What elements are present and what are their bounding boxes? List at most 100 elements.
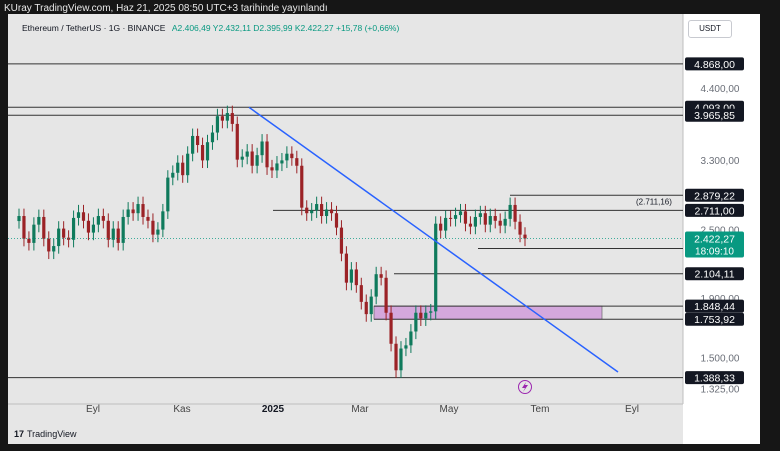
candle-body[interactable]	[275, 163, 279, 171]
candle-body[interactable]	[414, 312, 418, 332]
candle-body[interactable]	[76, 212, 81, 218]
candle-body[interactable]	[106, 220, 110, 240]
level-badge[interactable]	[685, 312, 744, 326]
candle-body[interactable]	[131, 209, 135, 214]
candle-body[interactable]	[111, 228, 115, 240]
candle-body[interactable]	[255, 155, 259, 166]
candle-body[interactable]	[121, 216, 125, 243]
candle-body[interactable]	[96, 216, 100, 225]
level-badge[interactable]	[685, 108, 744, 122]
level-badge[interactable]	[685, 188, 744, 202]
candle-body[interactable]	[523, 234, 527, 239]
candle-body[interactable]	[210, 132, 215, 143]
candle-body[interactable]	[409, 331, 413, 346]
candle-body[interactable]	[265, 141, 269, 168]
candle-body[interactable]	[27, 238, 31, 243]
candle-body[interactable]	[468, 223, 473, 227]
demand-zone[interactable]	[373, 305, 603, 320]
candle-body[interactable]	[116, 228, 120, 243]
candle-body[interactable]	[493, 216, 497, 221]
candle-body[interactable]	[349, 269, 353, 283]
candle-body[interactable]	[488, 216, 492, 225]
candle-body[interactable]	[225, 113, 229, 121]
candle-body[interactable]	[339, 227, 344, 254]
candle-body[interactable]	[126, 209, 130, 217]
candle-body[interactable]	[429, 311, 433, 313]
candle-body[interactable]	[260, 141, 264, 156]
candle-body[interactable]	[176, 162, 180, 173]
level-badge[interactable]	[685, 371, 744, 385]
candle-body[interactable]	[86, 220, 91, 233]
candle-body[interactable]	[101, 216, 105, 221]
candle-body[interactable]	[270, 167, 274, 171]
candle-body[interactable]	[334, 213, 339, 228]
candle-body[interactable]	[57, 228, 61, 247]
candle-body[interactable]	[444, 217, 448, 231]
candle-body[interactable]	[439, 223, 443, 231]
level-badge[interactable]	[685, 57, 744, 71]
candle-body[interactable]	[186, 153, 190, 176]
candle-body[interactable]	[320, 204, 324, 217]
candle-body[interactable]	[230, 113, 234, 124]
candle-body[interactable]	[369, 296, 373, 315]
chart-plot[interactable]: (2.711,16)4.400,003.300,002.500,001.900,…	[8, 14, 760, 444]
candle-body[interactable]	[240, 156, 244, 160]
candle-body[interactable]	[32, 224, 36, 243]
candle-body[interactable]	[300, 165, 304, 208]
candle-body[interactable]	[329, 209, 334, 214]
candle-body[interactable]	[389, 312, 393, 344]
level-badge[interactable]	[685, 203, 744, 217]
candle-body[interactable]	[463, 211, 468, 224]
candle-body[interactable]	[250, 151, 254, 166]
candle-body[interactable]	[81, 212, 86, 221]
candle-body[interactable]	[354, 269, 358, 286]
candle-body[interactable]	[394, 343, 398, 371]
candle-body[interactable]	[171, 172, 175, 178]
candle-body[interactable]	[483, 213, 487, 225]
candle-body[interactable]	[161, 211, 165, 230]
candle-body[interactable]	[215, 116, 220, 133]
candle-body[interactable]	[47, 238, 51, 252]
candle-body[interactable]	[245, 151, 249, 157]
candle-body[interactable]	[458, 211, 463, 216]
candle-body[interactable]	[503, 218, 507, 226]
level-badge[interactable]	[685, 267, 744, 281]
candle-body[interactable]	[235, 123, 239, 160]
candle-body[interactable]	[419, 312, 423, 319]
candle-body[interactable]	[404, 345, 408, 349]
candle-body[interactable]	[473, 216, 477, 227]
candle-body[interactable]	[384, 277, 388, 313]
candle-body[interactable]	[359, 285, 363, 302]
candle-body[interactable]	[448, 217, 453, 219]
candle-body[interactable]	[344, 253, 349, 283]
candle-body[interactable]	[37, 216, 41, 225]
candle-body[interactable]	[379, 274, 383, 278]
candle-body[interactable]	[453, 215, 458, 219]
candle-body[interactable]	[205, 142, 210, 161]
level-badge[interactable]	[685, 299, 744, 313]
candle-body[interactable]	[141, 204, 145, 217]
candle-body[interactable]	[17, 216, 21, 222]
candle-body[interactable]	[399, 348, 403, 371]
candle-body[interactable]	[200, 145, 205, 161]
candle-body[interactable]	[71, 217, 76, 240]
candle-body[interactable]	[315, 204, 319, 211]
candle-body[interactable]	[290, 153, 294, 159]
candle-body[interactable]	[374, 274, 378, 297]
candle-body[interactable]	[364, 301, 368, 315]
symbol-name[interactable]: Ethereum / TetherUS · 1G · BINANCE	[22, 23, 166, 33]
candle-body[interactable]	[324, 209, 329, 217]
candle-body[interactable]	[508, 204, 512, 219]
candle-body[interactable]	[295, 158, 299, 166]
last-price-badge[interactable]	[685, 231, 744, 258]
candle-body[interactable]	[434, 223, 438, 312]
candle-body[interactable]	[91, 224, 96, 233]
candle-body[interactable]	[191, 135, 195, 154]
candle-body[interactable]	[280, 160, 284, 164]
candle-body[interactable]	[62, 228, 66, 238]
candle-body[interactable]	[166, 177, 170, 212]
candle-body[interactable]	[146, 216, 150, 221]
candle-body[interactable]	[42, 216, 46, 239]
plot-background[interactable]	[8, 14, 683, 444]
candle-body[interactable]	[52, 246, 56, 252]
